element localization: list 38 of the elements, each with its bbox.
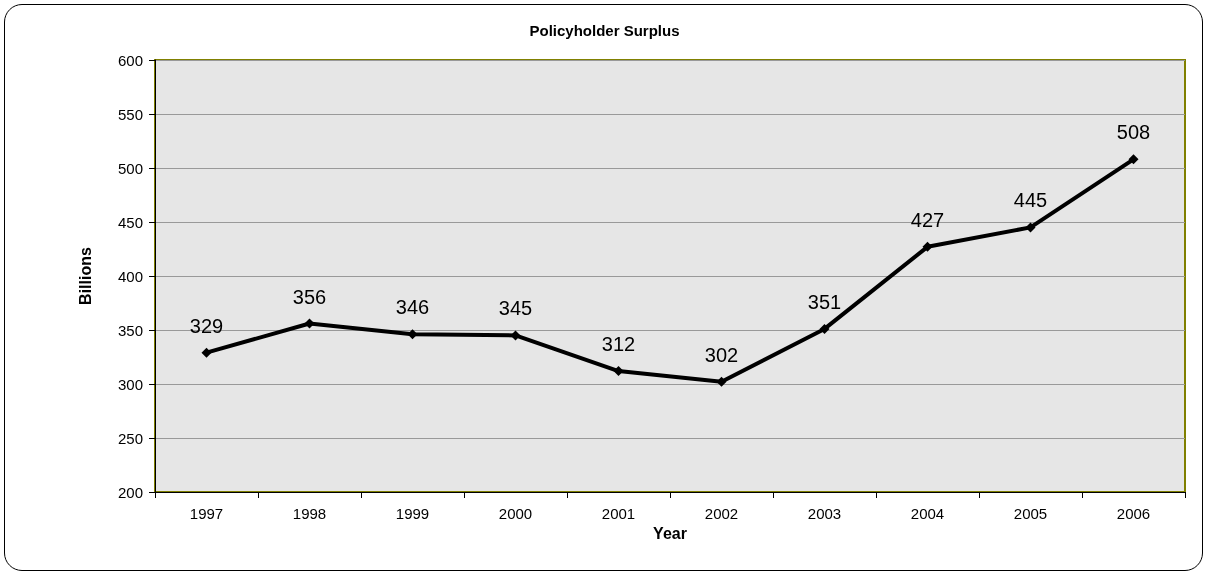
x-tick-label: 2006 xyxy=(1116,505,1151,522)
data-label: 329 xyxy=(189,314,224,337)
point xyxy=(613,366,624,377)
y-axis-title: Billions xyxy=(76,247,94,305)
y-tick-label: 550 xyxy=(117,105,143,123)
point xyxy=(201,347,212,358)
x-tick-label: 2002 xyxy=(704,505,739,522)
y-tick-label: 350 xyxy=(117,321,143,339)
chart-title: Policyholder Surplus xyxy=(529,22,680,39)
data-label: 356 xyxy=(292,285,327,308)
data-label: 508 xyxy=(1116,121,1151,144)
point xyxy=(922,241,933,252)
y-tick-label: 450 xyxy=(117,213,143,231)
x-tick-label: 2003 xyxy=(807,505,842,522)
x-axis-title: Year xyxy=(653,525,687,543)
y-tick-label: 200 xyxy=(117,483,143,501)
x-tick-label: 2005 xyxy=(1013,505,1048,522)
data-label: 312 xyxy=(601,333,636,356)
data-label: 351 xyxy=(807,290,842,313)
x-tick-label: 2000 xyxy=(498,505,533,522)
data-label: 302 xyxy=(704,343,739,366)
x-tick-label: 1999 xyxy=(395,505,430,522)
x-tick-label: 1997 xyxy=(189,505,224,522)
y-tick-label: 600 xyxy=(117,51,143,69)
point xyxy=(1128,154,1139,165)
x-tick-label: 1998 xyxy=(292,505,327,522)
point xyxy=(819,323,830,334)
y-tick-label: 400 xyxy=(117,267,143,285)
y-tick-label: 500 xyxy=(117,159,143,177)
data-label: 346 xyxy=(395,296,430,319)
x-tick-label: 2001 xyxy=(601,505,636,522)
data-label: 345 xyxy=(498,297,533,320)
y-tick-label: 250 xyxy=(117,429,143,447)
point xyxy=(1025,222,1036,233)
data-label: 445 xyxy=(1013,189,1048,212)
x-tick-label: 2004 xyxy=(910,505,945,522)
data-label: 427 xyxy=(910,208,945,231)
y-tick-label: 300 xyxy=(117,375,143,393)
